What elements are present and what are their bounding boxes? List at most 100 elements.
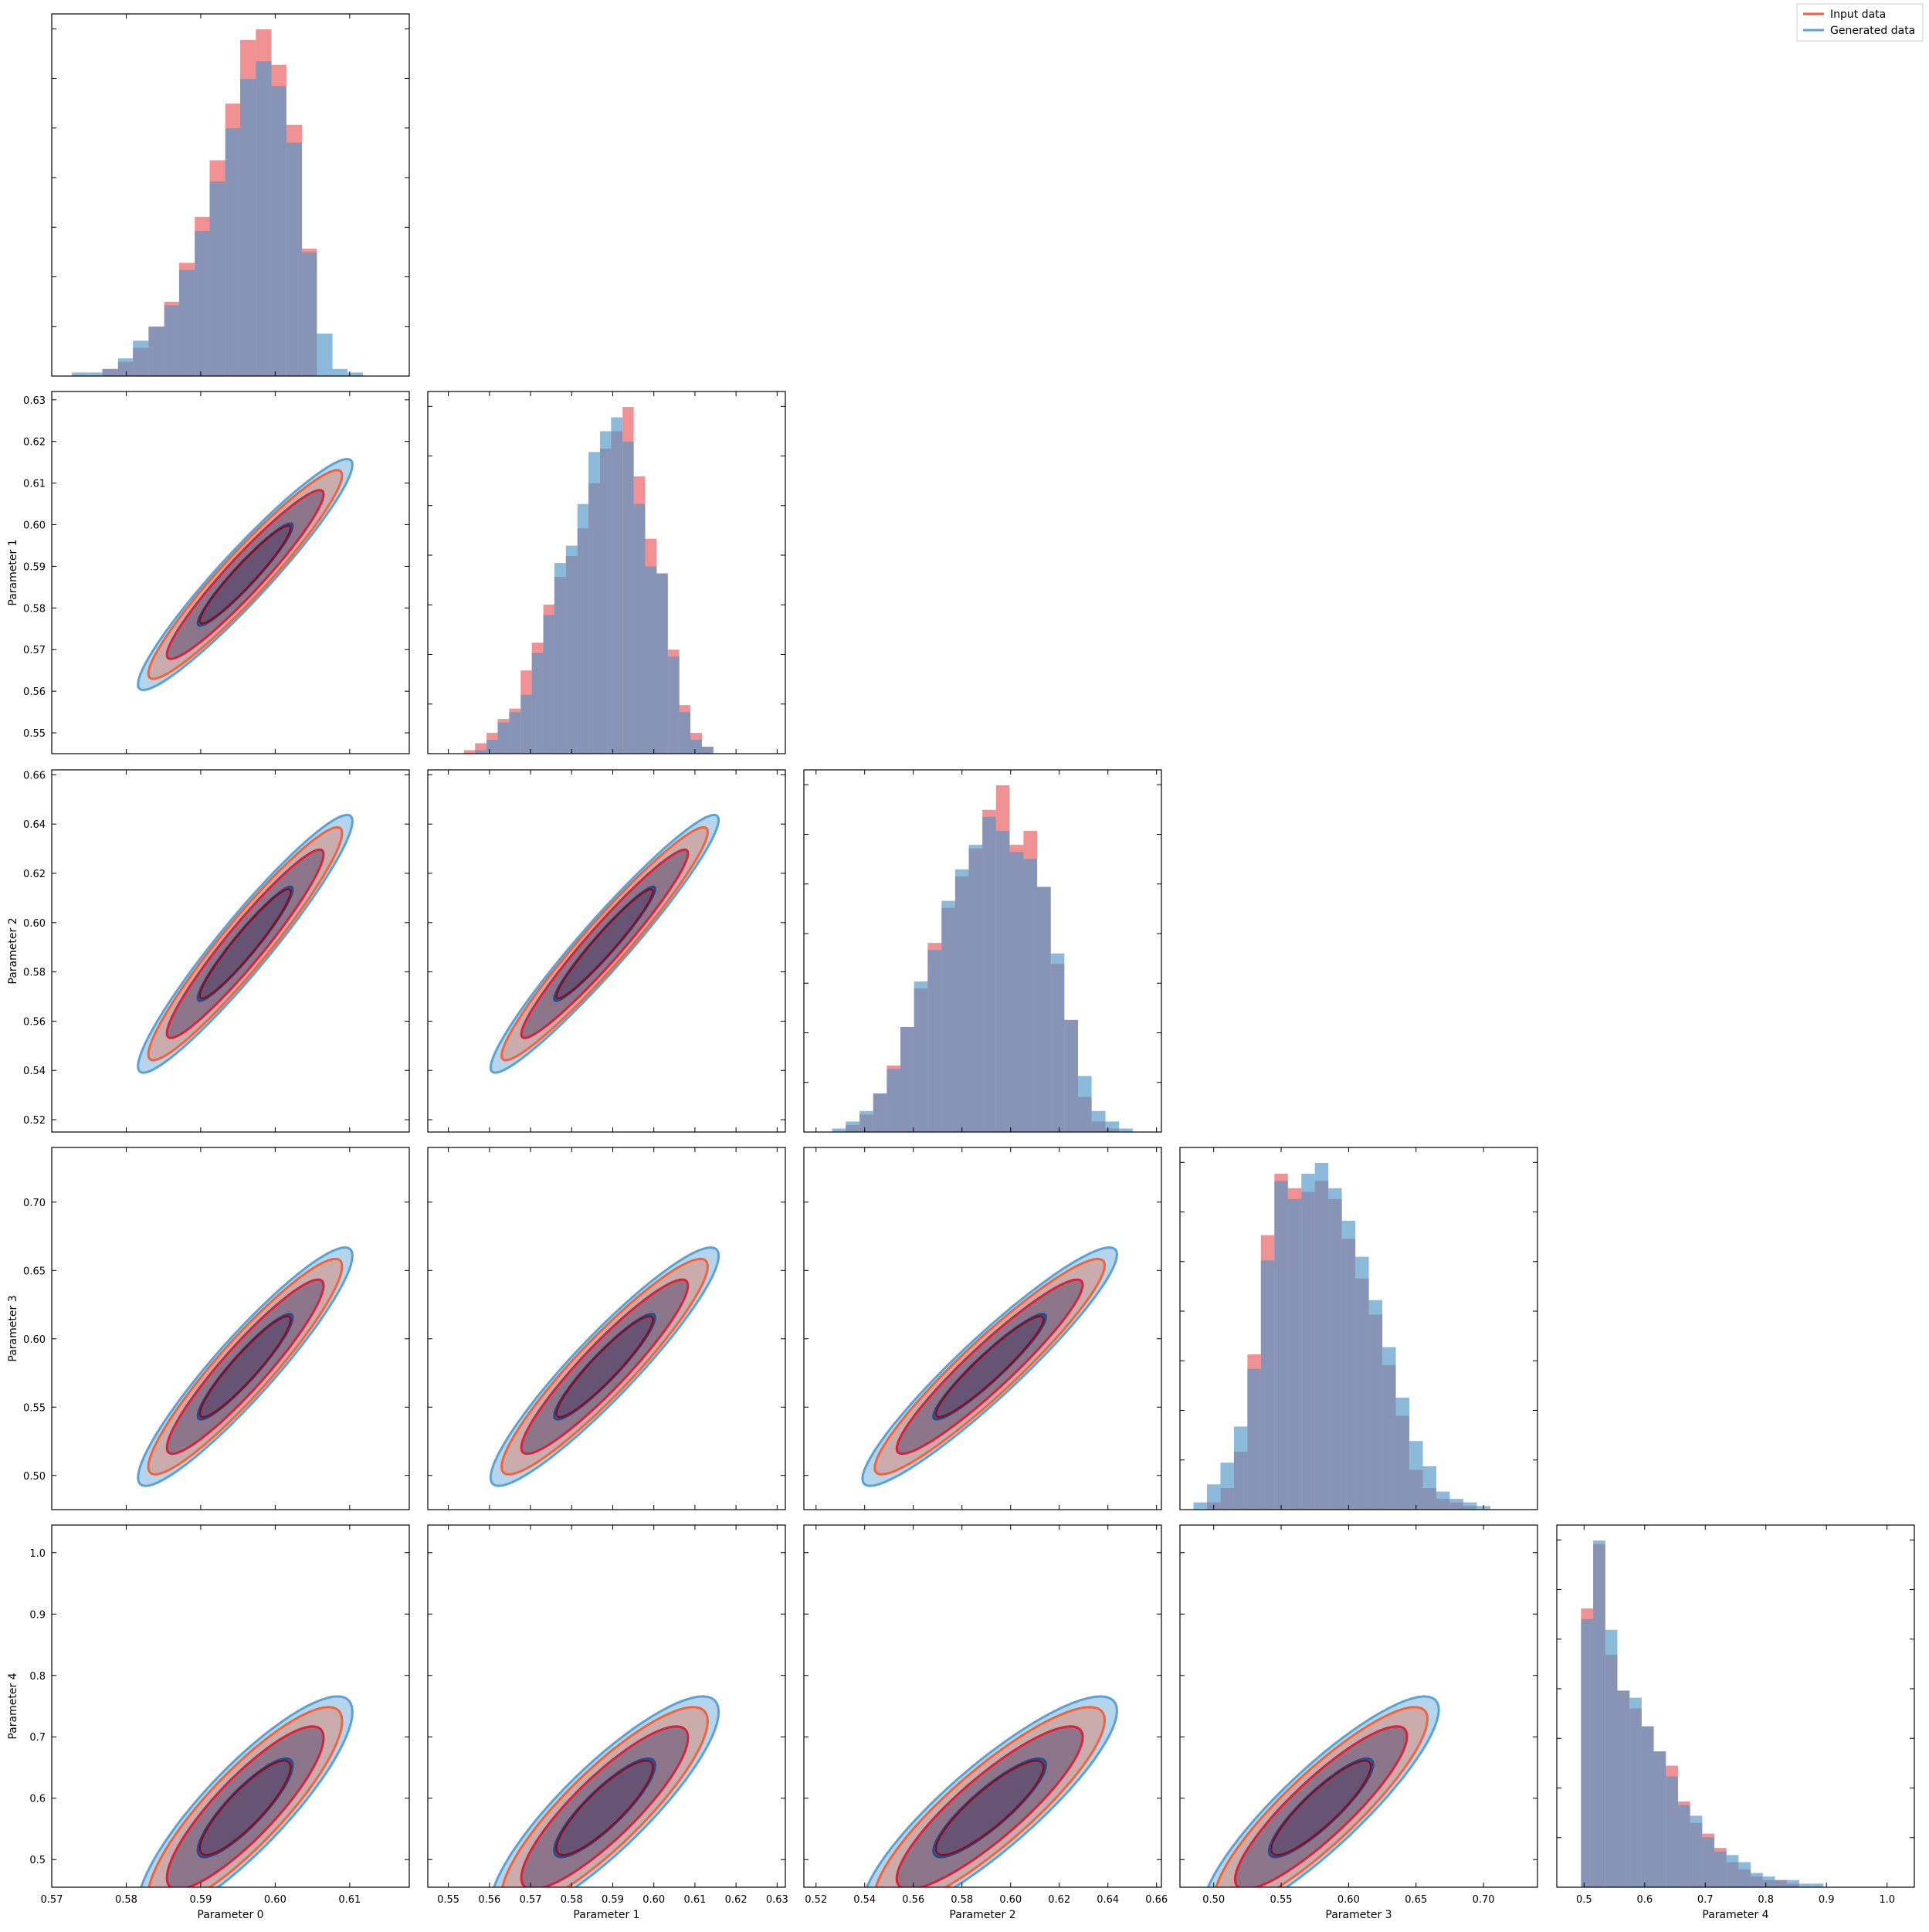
hist-bar-generated (690, 740, 702, 754)
x-tick-label: 0.60 (999, 1894, 1022, 1906)
hist-bar-generated (1287, 1198, 1302, 1510)
panel-3-1 (427, 1147, 786, 1510)
panel-3-3 (1179, 1147, 1538, 1510)
panel-frame (427, 391, 786, 754)
hist-bar-generated (531, 652, 544, 754)
hist-bar-generated (1798, 1883, 1812, 1887)
y-axis-title: Parameter 2 (7, 917, 19, 984)
hist-bar-generated (347, 372, 364, 376)
hist-bar-generated (995, 830, 1010, 1132)
x-axis-title: Parameter 2 (949, 1909, 1015, 1921)
x-tick-label: 0.58 (561, 1894, 583, 1906)
y-tick-label: 0.66 (23, 770, 46, 781)
hist-bar-generated (486, 740, 498, 754)
panel-4-0: 0.57 0.58 0.59 0.60 0.61 0.5 0.6 0.7 0.8 0.9 1.0 Pa… (7, 1524, 410, 1921)
hist-bar-generated (1328, 1188, 1342, 1510)
hist-bar-generated (588, 452, 600, 754)
y-tick-label: 0.50 (23, 1471, 46, 1483)
hist-bar-generated (164, 305, 179, 376)
panel-frame (427, 1524, 786, 1888)
hist-bar-generated (873, 1093, 887, 1132)
hist-bar-generated (302, 252, 317, 376)
panel-background (1180, 1525, 1537, 1887)
hist-bar-generated (982, 816, 996, 1132)
hist-bar-generated (133, 341, 149, 376)
x-tick-label: 0.59 (602, 1894, 624, 1906)
hist-bar-generated (225, 128, 241, 376)
x-tick-label: 0.50 (1202, 1894, 1225, 1906)
x-tick-label: 0.58 (951, 1894, 973, 1906)
hist-bar-generated (914, 981, 928, 1132)
hist-bar-generated (1341, 1220, 1356, 1510)
y-tick-label: 0.6 (29, 1794, 46, 1805)
hist-bar-generated (577, 503, 589, 754)
hist-bar-generated (209, 181, 225, 376)
hist-bar-generated (332, 368, 347, 376)
hist-bar-generated (1751, 1873, 1763, 1887)
hist-bar-generated (1064, 1019, 1078, 1132)
panel-frame (427, 1147, 786, 1510)
hist-bar-generated (1301, 1174, 1315, 1510)
hist-bar-generated (611, 417, 623, 754)
x-tick-label: 0.5 (1576, 1894, 1592, 1906)
x-tick-label: 0.56 (478, 1894, 500, 1906)
panel-4-4: 0.5 0.6 0.7 0.8 0.9 1.0 Parameter 4 (1556, 1524, 1915, 1921)
hist-bar-generated (256, 61, 272, 376)
panel-frame (1179, 1524, 1538, 1888)
hist-bar-generated (1206, 1484, 1221, 1510)
hist-bar-generated (1314, 1163, 1329, 1510)
panel-frame (803, 1524, 1162, 1888)
hist-bar-generated (565, 545, 578, 754)
hist-bar-generated (887, 1069, 901, 1132)
hist-bar-generated (1641, 1726, 1654, 1887)
y-tick-label: 0.63 (23, 395, 46, 407)
y-tick-label: 0.64 (23, 819, 46, 831)
x-tick-label: 0.70 (1473, 1894, 1495, 1906)
hist-bar-generated (1091, 1110, 1106, 1132)
x-axis-title: Parameter 3 (1325, 1909, 1392, 1921)
hist-bar-generated (1119, 1128, 1133, 1132)
hist-bar-generated (87, 372, 103, 376)
y-tick-label: 0.55 (23, 1402, 46, 1414)
panel-0-0 (51, 13, 410, 377)
hist-bar-generated (1677, 1805, 1690, 1887)
panel-1-0: 0.55 0.56 0.57 0.58 0.59 0.60 0.61 0.62 0.63 Para… (7, 391, 410, 754)
x-tick-label: 0.60 (642, 1894, 665, 1906)
x-tick-label: 0.7 (1697, 1894, 1714, 1906)
y-tick-label: 0.56 (23, 1016, 46, 1028)
y-tick-label: 0.61 (23, 479, 46, 490)
x-tick-label: 0.57 (520, 1894, 542, 1906)
hist-bar-generated (954, 869, 969, 1132)
x-tick-label: 0.61 (683, 1894, 706, 1906)
x-axis-title: Parameter 1 (573, 1909, 639, 1921)
hist-bar-generated (1409, 1441, 1423, 1510)
x-tick-label: 0.60 (1337, 1894, 1360, 1906)
hist-bar-generated (1395, 1398, 1410, 1510)
panel-frame (1179, 1147, 1538, 1510)
y-tick-label: 1.0 (29, 1548, 46, 1560)
hist-bar-generated (622, 441, 634, 754)
hist-bar-generated (102, 368, 118, 376)
hist-bar-generated (1077, 1076, 1092, 1132)
hist-bar-generated (497, 722, 510, 754)
hist-bar-generated (1581, 1618, 1594, 1887)
x-tick-label: 0.62 (725, 1894, 748, 1906)
y-axis-title: Parameter 4 (7, 1673, 19, 1739)
panel-1-1 (427, 391, 786, 754)
panel-background (428, 1147, 785, 1510)
y-tick-label: 0.65 (23, 1266, 46, 1277)
x-tick-label: 0.66 (1145, 1894, 1168, 1906)
y-tick-label: 0.52 (23, 1115, 46, 1127)
contour-input-inner (198, 1759, 292, 1856)
legend-label-generated: Generated data (1830, 25, 1915, 37)
y-tick-label: 0.57 (23, 645, 46, 656)
panel-frame (427, 769, 786, 1133)
y-tick-label: 0.58 (23, 603, 46, 615)
hist-bar-generated (1605, 1629, 1618, 1887)
hist-bar-generated (1811, 1883, 1824, 1887)
panel-4-3: 0.50 0.55 0.60 0.65 0.70 Parameter 3 (1179, 1524, 1538, 1921)
x-tick-label: 0.58 (115, 1894, 137, 1906)
hist-bar-generated (679, 712, 691, 754)
